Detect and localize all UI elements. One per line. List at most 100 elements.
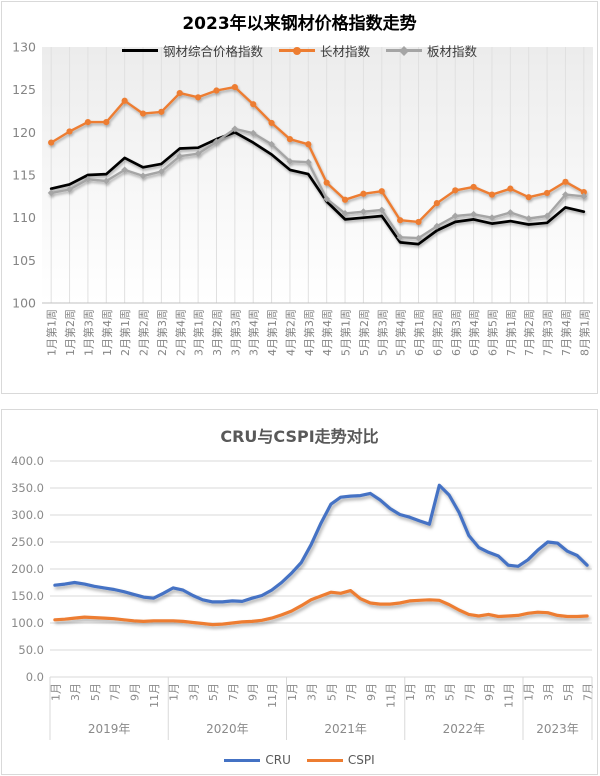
svg-text:5月: 5月 <box>207 683 220 701</box>
chart-title: CRU与CSPI走势对比 <box>220 427 379 446</box>
svg-text:7月第2周: 7月第2周 <box>522 309 536 356</box>
svg-text:2022年: 2022年 <box>443 722 486 736</box>
svg-text:3月: 3月 <box>69 683 82 701</box>
month-axis-labels: 1月 3月 5月 7月 9月 11月 1月 3月 5月 7月 9月 11月 1月 3月 5月 7月 9月 11月 1… <box>49 683 594 708</box>
long-products-line-sample-icon <box>278 46 315 55</box>
series-CRU <box>53 483 589 604</box>
series-钢材综合价格指数 <box>49 130 586 246</box>
legend-label: 板材指数 <box>427 44 478 59</box>
svg-text:1月: 1月 <box>404 683 417 701</box>
y-axis-labels: 100 105 110 115 120 125 130 <box>12 40 36 311</box>
svg-text:7月第3周: 7月第3周 <box>541 309 555 356</box>
svg-text:9月: 9月 <box>128 683 141 701</box>
svg-text:5月第2周: 5月第2周 <box>357 309 371 356</box>
composite-line-sample-icon <box>121 49 158 52</box>
x-axis-labels: 1月第1周 1月第2周 1月第3周 1月第4周 2月第1周 2月第2周 2月第3周 2月第4周… <box>45 309 592 356</box>
svg-text:50.0: 50.0 <box>18 643 44 657</box>
horizontal-gridlines <box>50 460 592 678</box>
svg-text:1月第4周: 1月第4周 <box>100 309 114 356</box>
cspi-line-sample-icon <box>306 758 343 762</box>
svg-text:350.0: 350.0 <box>11 481 44 495</box>
circle-marker-icon <box>292 46 301 55</box>
legend-label: CSPI <box>347 753 375 767</box>
steel-price-index-chart-panel: 100 105 110 115 120 125 130 1月第1周 1月第2周 1月第3周 1月第4… <box>1 1 598 394</box>
svg-text:300.0: 300.0 <box>11 508 44 522</box>
year-axis-labels: 2019年 2020年 2021年 2022年 2023年 <box>88 722 579 736</box>
svg-text:6月第4周: 6月第4周 <box>467 309 481 356</box>
svg-text:1月: 1月 <box>286 683 299 701</box>
svg-text:2月第1周: 2月第1周 <box>118 309 132 356</box>
chart-legend: CRU CSPI <box>2 753 597 767</box>
cru-cspi-chart-panel: 0.0 50.0 100.0 150.0 200.0 250.0 300.0 350.0 400… <box>1 409 598 775</box>
svg-text:250.0: 250.0 <box>11 535 44 549</box>
svg-text:6月第5周: 6月第5周 <box>485 309 499 356</box>
steel-price-index-plot: 100 105 110 115 120 125 130 1月第1周 1月第2周 1月第3周 1月第4… <box>12 40 593 356</box>
svg-text:7月: 7月 <box>109 683 122 701</box>
svg-text:125: 125 <box>12 82 36 97</box>
svg-text:1月: 1月 <box>522 683 535 701</box>
svg-text:110: 110 <box>12 210 36 225</box>
svg-text:9月: 9月 <box>365 683 378 701</box>
chart-title: 2023年以来钢材价格指数走势 <box>182 14 417 34</box>
svg-text:7月第1周: 7月第1周 <box>504 309 518 356</box>
svg-text:115: 115 <box>12 168 36 183</box>
svg-text:400.0: 400.0 <box>11 454 44 468</box>
svg-text:3月: 3月 <box>424 683 437 701</box>
svg-text:100.0: 100.0 <box>11 616 44 630</box>
legend-label: CRU <box>265 753 291 767</box>
svg-text:7月: 7月 <box>345 683 358 701</box>
svg-text:5月: 5月 <box>325 683 338 701</box>
svg-text:3月第4周: 3月第4周 <box>247 309 261 356</box>
flat-products-line-sample-icon <box>386 45 422 56</box>
svg-text:1月: 1月 <box>168 683 181 701</box>
cru-line-sample-icon <box>224 758 261 762</box>
svg-text:130: 130 <box>12 40 36 55</box>
svg-text:6月第3周: 6月第3周 <box>449 309 463 356</box>
svg-text:3月: 3月 <box>306 683 319 701</box>
svg-text:11月: 11月 <box>503 683 516 708</box>
series-长材指数 <box>48 84 587 226</box>
svg-text:2月第2周: 2月第2周 <box>137 309 151 356</box>
legend-item-flat-products-index: 板材指数 <box>386 41 477 60</box>
svg-text:11月: 11月 <box>148 683 161 708</box>
svg-text:5月: 5月 <box>562 683 575 701</box>
svg-text:3月第1周: 3月第1周 <box>192 309 206 356</box>
svg-text:4月第3周: 4月第3周 <box>302 309 316 356</box>
y-axis-labels: 0.0 50.0 100.0 150.0 200.0 250.0 300.0 350.0 400… <box>11 454 44 684</box>
plot-area-background <box>42 47 593 303</box>
svg-text:11月: 11月 <box>266 683 279 708</box>
svg-text:11月: 11月 <box>384 683 397 708</box>
svg-text:9月: 9月 <box>247 683 260 701</box>
svg-text:6月第2周: 6月第2周 <box>430 309 444 356</box>
legend-item-long-products-index: 长材指数 <box>278 41 370 60</box>
svg-text:2月第3周: 2月第3周 <box>155 309 169 356</box>
svg-text:120: 120 <box>12 125 36 140</box>
svg-text:100: 100 <box>12 296 36 311</box>
svg-text:5月第3周: 5月第3周 <box>375 309 389 356</box>
svg-text:5月第4周: 5月第4周 <box>394 309 408 356</box>
svg-text:2021年: 2021年 <box>324 722 367 736</box>
svg-text:3月第2周: 3月第2周 <box>210 309 224 356</box>
svg-text:200.0: 200.0 <box>11 562 44 576</box>
svg-text:7月: 7月 <box>227 683 240 701</box>
svg-text:4月第4周: 4月第4周 <box>320 309 334 356</box>
svg-text:3月: 3月 <box>187 683 200 701</box>
svg-text:1月第2周: 1月第2周 <box>63 309 77 356</box>
svg-text:0.0: 0.0 <box>26 670 44 684</box>
series-板材指数 <box>47 125 588 242</box>
svg-text:5月第1周: 5月第1周 <box>339 309 353 356</box>
legend-label: 钢材综合价格指数 <box>162 44 263 59</box>
svg-text:1月: 1月 <box>49 683 62 701</box>
svg-text:3月第3周: 3月第3周 <box>228 309 242 356</box>
svg-text:6月第1周: 6月第1周 <box>412 309 426 356</box>
series-CSPI <box>53 589 589 627</box>
svg-text:5月: 5月 <box>89 683 102 701</box>
legend-item-cspi: CSPI <box>306 753 375 767</box>
svg-text:5月: 5月 <box>444 683 457 701</box>
cru-cspi-plot: 0.0 50.0 100.0 150.0 200.0 250.0 300.0 350.0 400… <box>11 454 595 740</box>
legend-item-composite-index: 钢材综合价格指数 <box>121 41 263 60</box>
svg-text:9月: 9月 <box>483 683 496 701</box>
svg-text:7月第4周: 7月第4周 <box>559 309 573 356</box>
svg-text:3月: 3月 <box>542 683 555 701</box>
